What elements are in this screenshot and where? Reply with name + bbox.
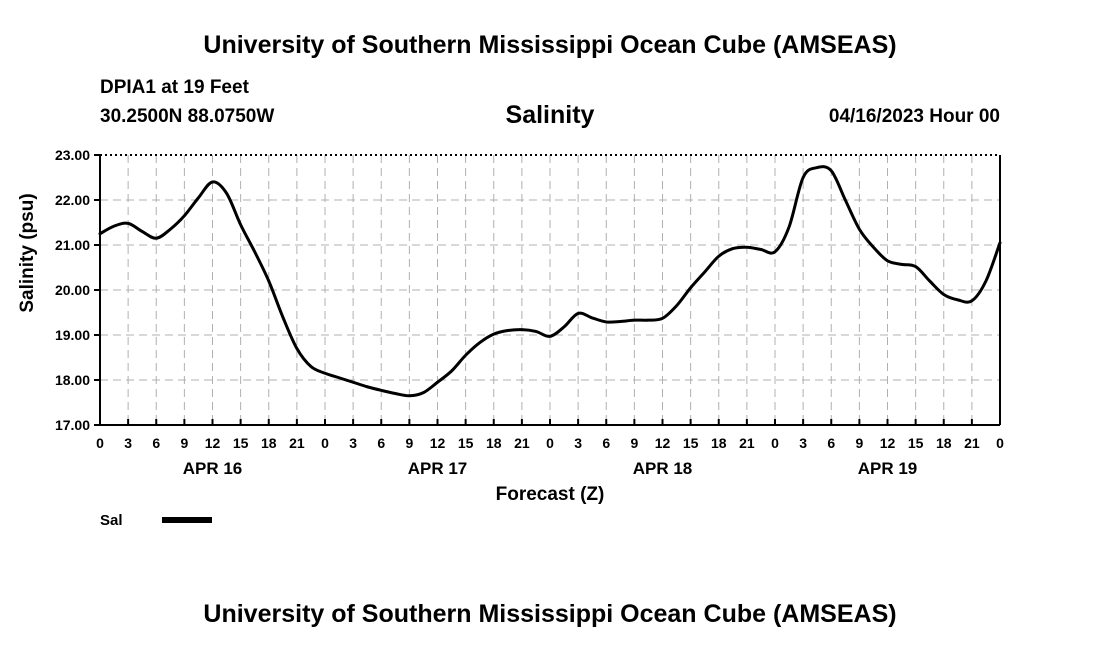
- x-tick-label: 6: [377, 435, 385, 451]
- x-tick-label: 0: [996, 435, 1004, 451]
- legend-swatch: [162, 517, 212, 523]
- x-tick-label: 3: [349, 435, 357, 451]
- x-tick-label: 15: [233, 435, 249, 451]
- x-tick-label: 15: [908, 435, 924, 451]
- coordinates-label: 30.2500N 88.0750W: [100, 106, 275, 127]
- x-tick-label: 0: [546, 435, 554, 451]
- day-label: APR 19: [858, 459, 918, 478]
- x-tick-label: 12: [655, 435, 671, 451]
- y-tick-label: 20.00: [55, 282, 90, 298]
- x-tick-label: 18: [261, 435, 277, 451]
- y-tick-label: 18.00: [55, 372, 90, 388]
- x-tick-label: 15: [683, 435, 699, 451]
- x-tick-label: 21: [514, 435, 530, 451]
- x-tick-label: 12: [205, 435, 221, 451]
- y-tick-label: 23.00: [55, 147, 90, 163]
- x-tick-label: 18: [936, 435, 952, 451]
- series-line-sal: [98, 165, 1002, 398]
- chart-top-title: University of Southern Mississippi Ocean…: [203, 31, 897, 59]
- x-tick-label: 9: [855, 435, 863, 451]
- axes: [94, 154, 1001, 426]
- forecast-datetime: 04/16/2023 Hour 00: [828, 106, 1000, 127]
- x-tick-label: 15: [458, 435, 474, 451]
- x-tick-label: 9: [405, 435, 413, 451]
- x-tick-label: 3: [799, 435, 807, 451]
- legend-label: Sal: [100, 512, 123, 529]
- y-tick-label: 21.00: [55, 237, 90, 253]
- y-axis-label: Salinity (psu): [17, 193, 38, 312]
- x-tick-label: 12: [880, 435, 896, 451]
- x-tick-label: 6: [152, 435, 160, 451]
- x-tick-label: 9: [630, 435, 638, 451]
- x-tick-label: 21: [964, 435, 980, 451]
- station-label: DPIA1 at 19 Feet: [100, 77, 249, 98]
- day-label: APR 16: [183, 459, 243, 478]
- axis-labels: Salinity (psu) Forecast (Z) 0 3 6 9 12 15 18 21…: [17, 147, 1004, 505]
- legend: Sal: [100, 512, 212, 529]
- x-tick-label: 9: [180, 435, 188, 451]
- day-label: APR 18: [633, 459, 693, 478]
- x-tick-label: 0: [321, 435, 329, 451]
- series: [98, 165, 1002, 398]
- x-tick-label: 0: [96, 435, 104, 451]
- day-label: APR 17: [408, 459, 468, 478]
- x-tick-label: 3: [124, 435, 132, 451]
- x-tick-label: 21: [289, 435, 305, 451]
- grid: [100, 155, 1000, 425]
- x-axis-label: Forecast (Z): [496, 484, 605, 505]
- y-tick-label: 19.00: [55, 327, 90, 343]
- x-tick-label: 18: [711, 435, 727, 451]
- x-tick-label: 0: [771, 435, 779, 451]
- y-tick-label: 22.00: [55, 192, 90, 208]
- x-tick-label: 18: [486, 435, 502, 451]
- x-tick-label: 6: [602, 435, 610, 451]
- chart-title: Salinity: [505, 101, 595, 129]
- x-tick-label: 12: [430, 435, 446, 451]
- chart-bottom-title: University of Southern Mississippi Ocean…: [203, 600, 897, 628]
- y-tick-label: 17.00: [55, 417, 90, 433]
- x-tick-label: 21: [739, 435, 755, 451]
- x-tick-label: 6: [827, 435, 835, 451]
- x-tick-label: 3: [574, 435, 582, 451]
